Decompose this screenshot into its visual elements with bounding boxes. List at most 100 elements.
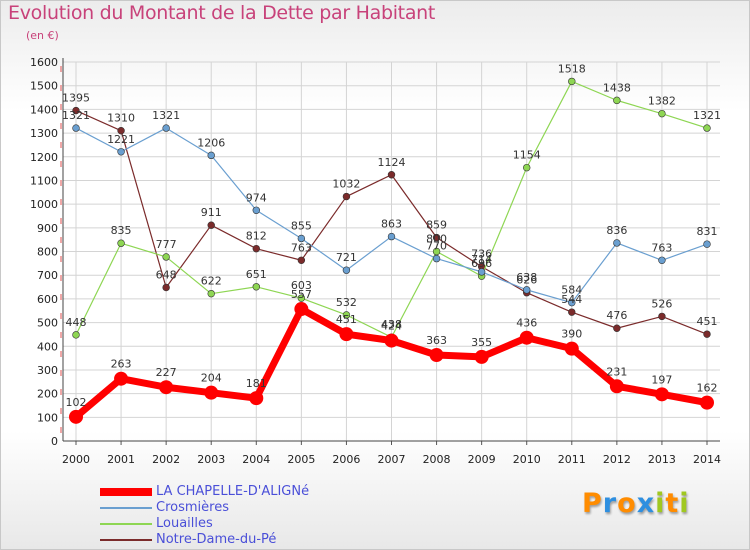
data-point [703, 240, 711, 248]
x-tick-label: 2008 [423, 453, 451, 466]
data-label: 770 [426, 240, 447, 253]
data-point [342, 311, 351, 319]
data-label: 1206 [197, 136, 225, 149]
x-tick-label: 2011 [558, 453, 586, 466]
data-point [523, 286, 531, 294]
data-label: 227 [156, 366, 177, 379]
x-tick-label: 2012 [603, 453, 631, 466]
y-tick-label: 400 [37, 340, 58, 353]
data-point [432, 233, 441, 242]
data-point [162, 253, 170, 261]
data-label: 812 [246, 230, 267, 243]
logo-letter: o [617, 488, 637, 519]
data-label: 638 [516, 271, 537, 284]
line-chart: 0 100 200 300 400 500 600 700 800 900 1000 1100 1200… [30, 56, 721, 466]
data-label: 1124 [378, 156, 406, 169]
data-point [703, 330, 711, 338]
data-label: 526 [651, 297, 672, 310]
data-label: 721 [336, 251, 357, 264]
logo-letter: i [679, 488, 690, 519]
data-label: 911 [201, 206, 222, 219]
data-label: 1032 [332, 178, 360, 191]
data-labels: 102 263 227 204 181 557 451 424 363 355 436 390 231 1… [62, 62, 721, 408]
y-tick-label: 100 [37, 411, 58, 424]
data-label: 1310 [107, 112, 135, 125]
data-point [252, 244, 260, 253]
legend-swatch [100, 539, 152, 541]
data-label: 355 [471, 336, 492, 349]
data-point [297, 256, 306, 264]
data-label: 763 [291, 241, 312, 254]
data-label: 231 [606, 365, 627, 378]
data-label: 863 [381, 218, 402, 231]
data-label: 714 [471, 253, 492, 266]
data-label: 831 [697, 225, 718, 238]
data-label: 1221 [107, 133, 135, 146]
y-tick-label: 1300 [30, 127, 58, 140]
data-point [568, 298, 576, 307]
x-tick-label: 2005 [287, 453, 315, 466]
data-point [72, 124, 80, 132]
x-tick-label: 2006 [332, 453, 360, 466]
x-tick-label: 2014 [693, 453, 721, 466]
axes: 0 100 200 300 400 500 600 700 800 900 1000 1100 1200… [30, 56, 721, 466]
data-point [204, 385, 219, 400]
data-label: 544 [561, 293, 582, 306]
logo-letter: P [582, 488, 603, 519]
data-label: 855 [291, 219, 312, 232]
data-point [252, 283, 260, 291]
y-tick-label: 900 [37, 222, 58, 235]
y-tick-label: 200 [37, 388, 58, 401]
data-label: 532 [336, 296, 357, 309]
legend-swatch [100, 523, 152, 525]
data-label: 584 [561, 284, 582, 297]
data-point [117, 148, 125, 156]
chart-title: Evolution du Montant de la Dette par Hab… [8, 2, 436, 24]
data-label: 102 [66, 396, 87, 409]
data-label: 557 [291, 288, 312, 301]
y-tick-label: 0 [51, 435, 58, 448]
data-label: 974 [246, 191, 267, 204]
data-point [429, 348, 444, 363]
y-tick-label: 600 [37, 293, 58, 306]
data-label: 626 [516, 274, 537, 287]
legend-label: Louailles [156, 516, 213, 531]
data-label: 800 [426, 233, 447, 246]
data-label: 436 [516, 317, 537, 330]
y-tick-label: 1500 [30, 80, 58, 93]
x-tick-label: 2002 [152, 453, 180, 466]
data-point [72, 331, 80, 339]
logo-letter: x [636, 488, 656, 519]
data-point [432, 247, 441, 256]
data-label: 448 [66, 316, 87, 329]
data-point [654, 387, 669, 402]
data-label: 777 [156, 238, 177, 251]
data-label: 263 [111, 358, 132, 371]
data-point [477, 268, 486, 276]
y-tick-label: 1000 [30, 198, 58, 211]
data-label: 1438 [603, 81, 631, 94]
data-label: 1395 [62, 92, 90, 105]
data-label: 1518 [558, 62, 586, 75]
legend-swatch [100, 507, 152, 509]
data-label: 836 [606, 224, 627, 237]
data-label: 1154 [513, 149, 541, 162]
data-point [700, 395, 714, 410]
data-point [249, 391, 264, 406]
data-point [252, 206, 260, 214]
data-point [69, 409, 83, 424]
data-label: 197 [651, 373, 672, 386]
data-point [432, 254, 441, 263]
data-point [703, 124, 711, 132]
data-label: 859 [426, 219, 447, 232]
data-label: 696 [471, 257, 492, 270]
data-point [658, 109, 666, 118]
data-point [339, 327, 354, 342]
data-point [207, 221, 215, 229]
y-tick-label: 1400 [30, 103, 58, 116]
x-tick-label: 2000 [62, 453, 90, 466]
series-1 [72, 124, 711, 307]
data-label: 736 [471, 248, 492, 261]
x-tick-label: 2001 [107, 453, 135, 466]
data-label: 451 [697, 315, 718, 328]
